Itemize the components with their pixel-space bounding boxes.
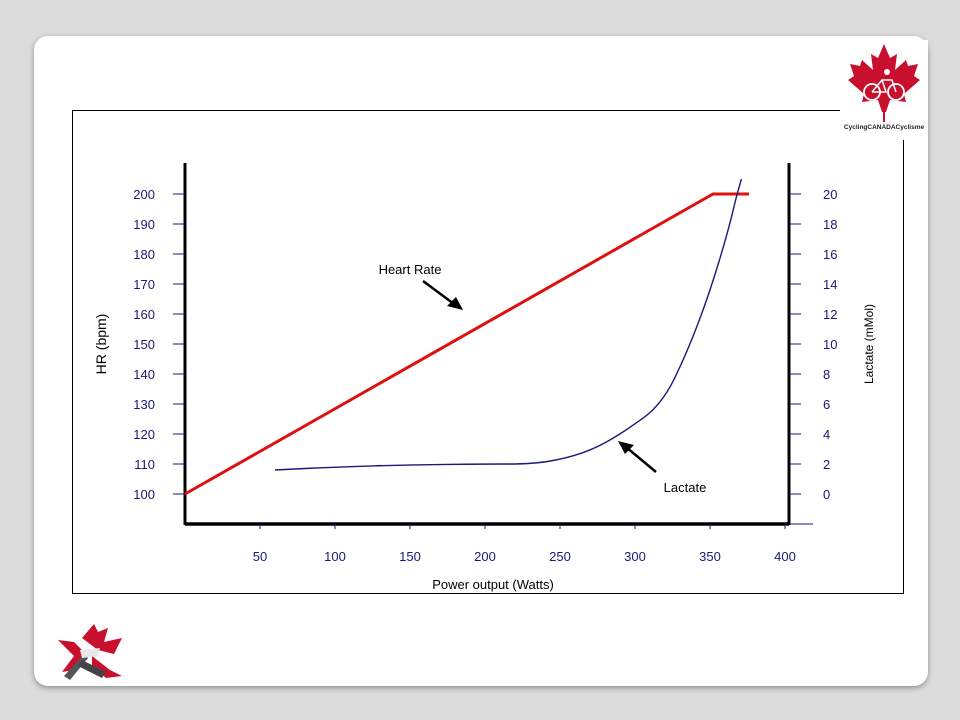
hr-lactate-chart: 100 110 120 130 140 150 160 170 180 190 200 0 2 4 6 8 10… [93, 163, 876, 592]
heart-rate-arrow-shaft [422, 279, 455, 306]
logo-text: CyclingCANADACyclisme [843, 124, 925, 131]
y-left-axis-label: HR (bpm) [93, 314, 109, 375]
x-tick-label: 100 [324, 549, 346, 564]
lactate-arrow-shaft [625, 446, 657, 473]
y-left-tick-label: 170 [133, 277, 155, 292]
maple-leaf-icon [848, 44, 920, 122]
y-right-tick-label: 0 [823, 487, 830, 502]
y-left-tick-label: 110 [134, 457, 155, 472]
y-left-tick-label: 160 [133, 307, 155, 322]
x-tick-label: 300 [624, 549, 646, 564]
y-left-tick-label: 130 [133, 397, 155, 412]
cycling-canada-logo: CyclingCANADACyclisme [840, 40, 928, 140]
lactate-arrowhead [618, 441, 634, 454]
y-right-tick-label: 12 [823, 307, 837, 322]
y-right-tick-label: 2 [823, 457, 830, 472]
annotation-lactate: Lactate [664, 480, 707, 495]
y-left-tick-label: 190 [133, 217, 155, 232]
x-tick-label: 350 [699, 549, 721, 564]
heart-rate-arrowhead [447, 297, 463, 310]
series-line-heart-rate [184, 192, 749, 496]
x-tick-label: 250 [549, 549, 571, 564]
y-right-tick-label: 20 [823, 187, 837, 202]
annotation-heart-rate: Heart Rate [379, 262, 442, 277]
y-right-axis-label: Lactate (mMol) [862, 304, 876, 384]
x-axis-label: Power output (Watts) [432, 577, 554, 592]
x-tick-label: 150 [399, 549, 421, 564]
y-left-tick-label: 140 [133, 367, 155, 382]
y-left-tick-label: 100 [133, 487, 155, 502]
y-left-tick-label: 200 [133, 187, 155, 202]
x-tick-label: 400 [774, 549, 796, 564]
footer-logo [52, 620, 130, 682]
x-tick-label: 200 [474, 549, 496, 564]
y-right-tick-label: 6 [823, 397, 830, 412]
y-right-tick-label: 18 [823, 217, 837, 232]
y-right-tick-label: 14 [823, 277, 837, 292]
cycling-canada-mark-icon [58, 624, 122, 680]
chart-frame: 100 110 120 130 140 150 160 170 180 190 200 0 2 4 6 8 10… [72, 110, 904, 594]
y-right-tick-label: 8 [823, 367, 830, 382]
series-line-lactate [274, 178, 743, 471]
x-tick-label: 50 [253, 549, 267, 564]
y-right-tick-label: 4 [823, 427, 830, 442]
y-left-tick-label: 180 [133, 247, 155, 262]
y-right-tick-label: 10 [823, 337, 837, 352]
y-left-tick-label: 120 [133, 427, 155, 442]
y-left-tick-label: 150 [133, 337, 155, 352]
y-right-tick-label: 16 [823, 247, 837, 262]
